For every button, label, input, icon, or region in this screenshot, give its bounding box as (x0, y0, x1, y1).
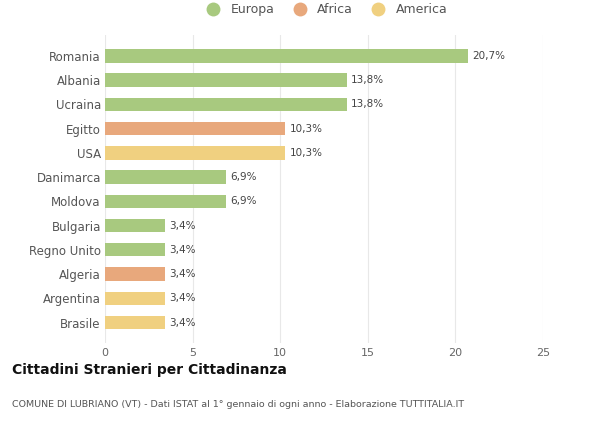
Text: 3,4%: 3,4% (169, 269, 196, 279)
Bar (105, 98, 347, 111)
Text: COMUNE DI LUBRIANO (VT) - Dati ISTAT al 1° gennaio di ogni anno - Elaborazione T: COMUNE DI LUBRIANO (VT) - Dati ISTAT al … (12, 400, 464, 409)
Bar (105, 170, 226, 184)
Text: 3,4%: 3,4% (169, 293, 196, 303)
Bar (105, 292, 164, 305)
Text: 13,8%: 13,8% (351, 75, 384, 85)
Text: 3,4%: 3,4% (169, 220, 196, 231)
Text: 10,3%: 10,3% (290, 148, 323, 158)
Bar (105, 219, 164, 232)
Bar (105, 243, 164, 257)
Text: 20,7%: 20,7% (472, 51, 505, 61)
Text: 13,8%: 13,8% (351, 99, 384, 110)
Text: 6,9%: 6,9% (230, 172, 257, 182)
Text: 6,9%: 6,9% (230, 196, 257, 206)
Bar (105, 122, 286, 135)
Bar (105, 268, 164, 281)
Bar (105, 316, 164, 329)
Bar (105, 49, 467, 62)
Bar (105, 146, 286, 160)
Bar (105, 73, 347, 87)
Legend: Europa, Africa, America: Europa, Africa, America (196, 0, 452, 21)
Text: Cittadini Stranieri per Cittadinanza: Cittadini Stranieri per Cittadinanza (12, 363, 287, 377)
Text: 3,4%: 3,4% (169, 245, 196, 255)
Bar (105, 194, 226, 208)
Text: 3,4%: 3,4% (169, 318, 196, 327)
Text: 10,3%: 10,3% (290, 124, 323, 134)
